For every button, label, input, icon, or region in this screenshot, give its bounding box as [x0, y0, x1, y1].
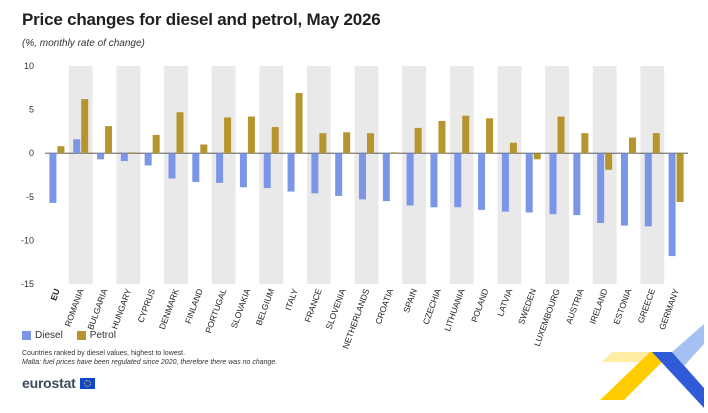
bar-diesel-slovenia	[335, 153, 343, 196]
bar-petrol-austria	[581, 133, 589, 154]
bar-petrol-poland	[486, 118, 494, 154]
x-tick-label: EU	[48, 287, 61, 302]
y-tick-label: -10	[21, 235, 34, 245]
y-tick-label: -15	[21, 279, 34, 289]
bar-petrol-slovenia	[343, 132, 351, 154]
note-malta: Malta: fuel prices have been regulated s…	[22, 359, 278, 366]
legend-label-diesel: Diesel	[35, 330, 63, 341]
bar-petrol-czechia	[438, 120, 446, 154]
bar-diesel-estonia	[620, 153, 628, 226]
bar-petrol-eu	[57, 146, 65, 154]
bar-diesel-austria	[573, 153, 581, 216]
y-tick-label: 5	[29, 105, 34, 115]
note-ranking: Countries ranked by diesel values, highe…	[22, 350, 186, 357]
bar-diesel-denmark	[168, 153, 176, 179]
bar-petrol-ireland	[605, 153, 613, 170]
y-tick-label: -5	[26, 192, 34, 202]
bar-petrol-france	[319, 133, 327, 154]
chart-subtitle: (%, monthly rate of change)	[22, 38, 145, 49]
bar-diesel-croatia	[382, 153, 390, 202]
bar-diesel-portugal	[216, 153, 224, 183]
bar-diesel-latvia	[501, 153, 509, 212]
bar-petrol-italy	[295, 93, 303, 154]
y-tick-label: 10	[24, 61, 34, 71]
bar-petrol-latvia	[509, 142, 517, 154]
yellow-fade-icon	[602, 352, 650, 362]
bar-diesel-germany	[668, 153, 676, 257]
bar-petrol-lithuania	[462, 115, 470, 154]
blue-fade-icon	[672, 324, 704, 366]
bar-petrol-spain	[414, 127, 422, 154]
blue-stripe-icon	[652, 352, 704, 408]
bar-diesel-finland	[192, 153, 200, 182]
bar-petrol-germany	[676, 153, 684, 203]
bar-diesel-italy	[287, 153, 295, 192]
eurostat-logo-text: eurostat	[22, 375, 76, 391]
category-band	[116, 66, 141, 284]
chart-legend: Diesel Petrol	[22, 330, 116, 341]
bar-diesel-poland	[478, 153, 486, 210]
bar-petrol-sweden	[533, 153, 541, 160]
bar-diesel-lithuania	[454, 153, 462, 208]
chart-notes: Countries ranked by diesel values, highe…	[22, 349, 277, 367]
bar-petrol-luxembourg	[557, 116, 565, 154]
bar-petrol-denmark	[176, 112, 184, 154]
legend-item-petrol: Petrol	[76, 330, 116, 341]
bar-diesel-sweden	[525, 153, 533, 213]
category-band	[640, 66, 665, 284]
bar-diesel-czechia	[430, 153, 438, 208]
category-band	[354, 66, 379, 284]
category-band	[259, 66, 284, 284]
bar-diesel-luxembourg	[549, 153, 557, 215]
y-tick-label: 0	[29, 148, 34, 158]
bar-petrol-portugal	[224, 117, 232, 154]
bar-petrol-netherlands	[367, 133, 374, 154]
bar-petrol-estonia	[628, 137, 636, 154]
legend-swatch-petrol	[76, 331, 86, 340]
bar-petrol-slovakia	[247, 116, 255, 154]
eu-flag-icon	[79, 377, 95, 389]
bar-diesel-slovakia	[239, 153, 247, 188]
category-band	[592, 66, 617, 284]
bar-petrol-bulgaria	[105, 126, 113, 154]
bar-diesel-netherlands	[359, 153, 366, 200]
bar-diesel-ireland	[597, 153, 605, 223]
bar-diesel-belgium	[263, 153, 271, 189]
bar-petrol-romania	[81, 99, 89, 154]
bar-petrol-belgium	[271, 127, 279, 154]
legend-label-petrol: Petrol	[89, 330, 116, 341]
category-band	[497, 66, 522, 284]
bar-diesel-greece	[644, 153, 652, 227]
bar-petrol-croatia	[390, 152, 398, 154]
bar-diesel-france	[311, 153, 319, 194]
bar-diesel-eu	[49, 153, 57, 203]
bar-petrol-finland	[200, 144, 208, 154]
bar-diesel-bulgaria	[97, 153, 105, 160]
bar-diesel-romania	[73, 139, 81, 154]
bar-diesel-spain	[406, 153, 414, 206]
yellow-stripe-icon	[600, 352, 672, 400]
category-band	[306, 66, 331, 284]
eurostat-brand: eurostat	[22, 375, 95, 391]
legend-item-diesel: Diesel	[22, 330, 63, 341]
legend-swatch-diesel	[22, 331, 31, 340]
bar-diesel-cyprus	[144, 153, 152, 166]
category-band	[402, 66, 427, 284]
bar-petrol-greece	[652, 133, 660, 154]
bar-petrol-cyprus	[152, 134, 160, 154]
chart-title: Price changes for diesel and petrol, May…	[22, 10, 381, 29]
bar-diesel-hungary	[120, 153, 128, 162]
bar-petrol-hungary	[128, 152, 136, 154]
